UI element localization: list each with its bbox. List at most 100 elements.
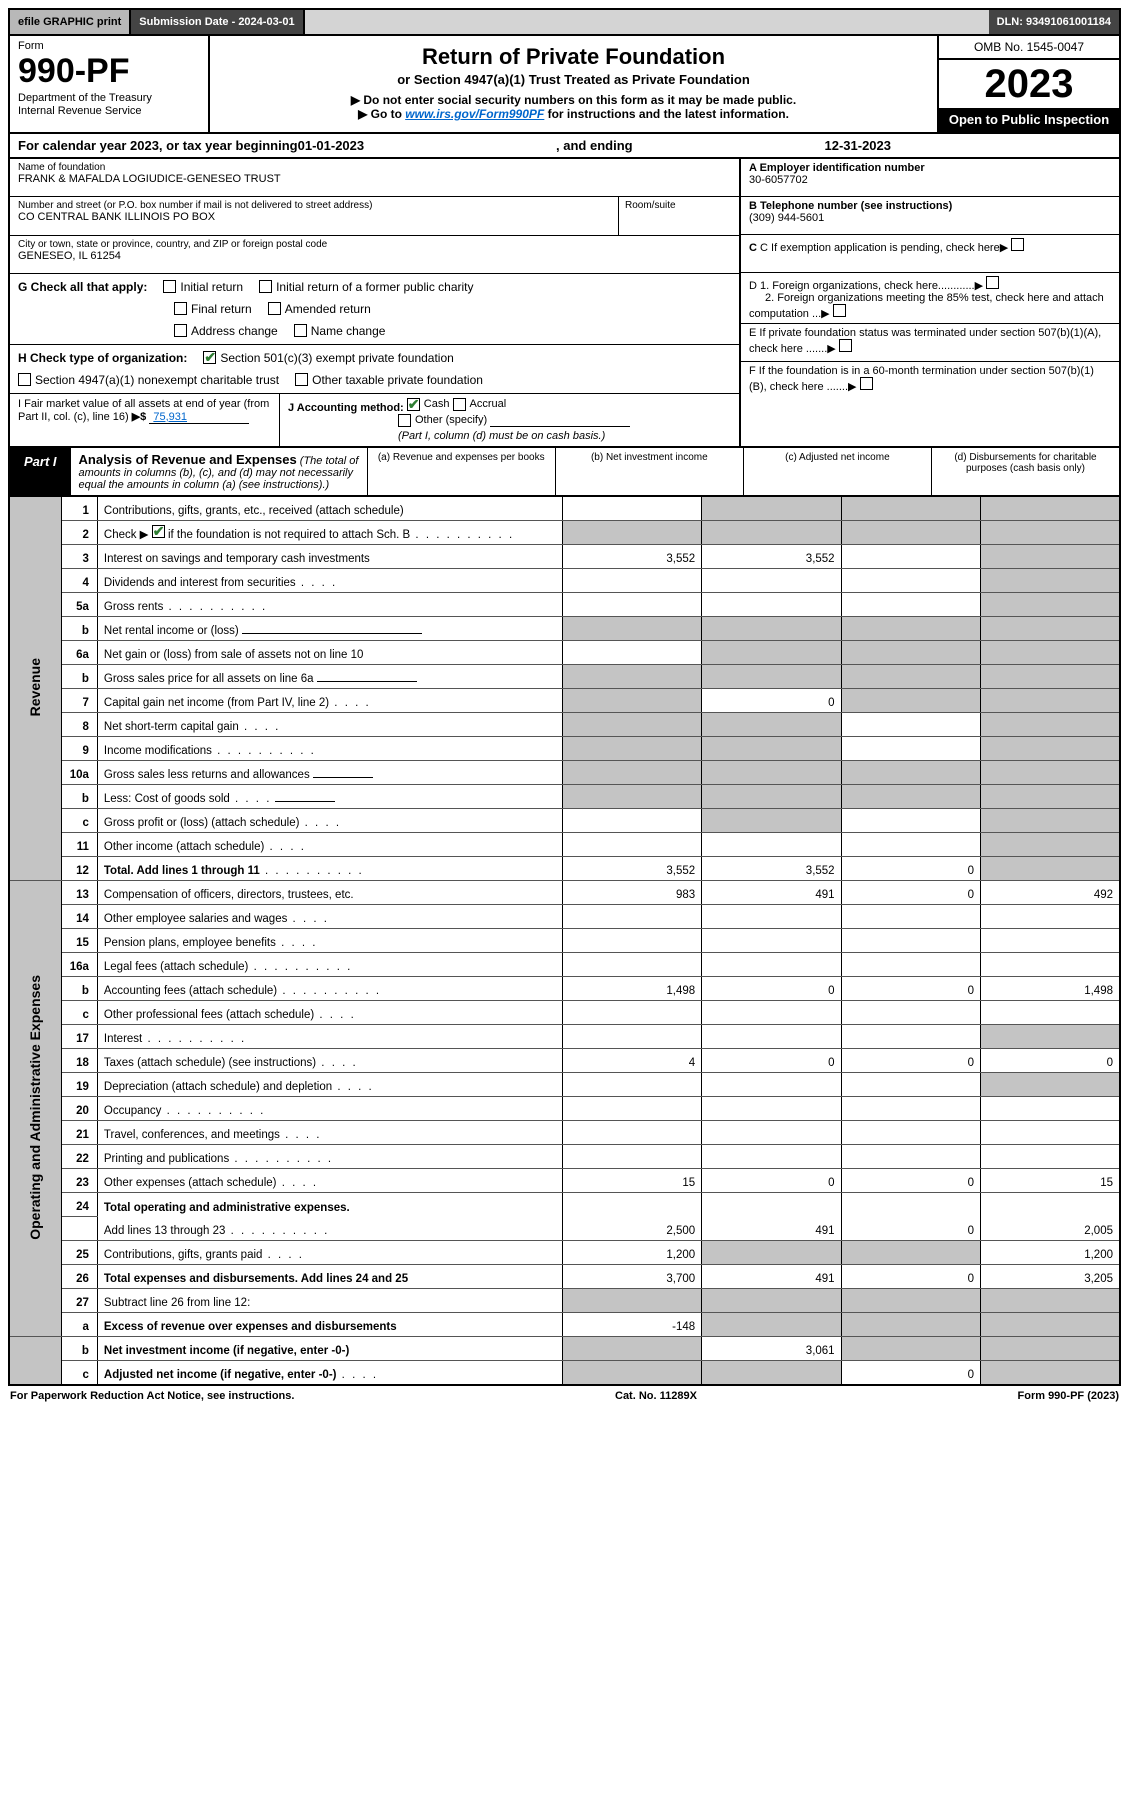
d2-checkbox[interactable] (833, 304, 846, 317)
e-cell: E If private foundation status was termi… (741, 324, 1119, 362)
j-cash[interactable]: Cash (407, 398, 450, 411)
part1-tab: Part I (10, 448, 71, 495)
row-22: 22Printing and publications (9, 1145, 1120, 1169)
g-initial-public[interactable]: Initial return of a former public charit… (259, 280, 473, 294)
row-27a: aExcess of revenue over expenses and dis… (9, 1313, 1120, 1337)
g-amended-return[interactable]: Amended return (268, 302, 371, 316)
calendar-year-row: For calendar year 2023, or tax year begi… (8, 134, 1121, 159)
c-checkbox[interactable] (1011, 238, 1024, 251)
h-4947a1[interactable]: Section 4947(a)(1) nonexempt charitable … (18, 373, 279, 387)
submission-date: Submission Date - 2024-03-01 (131, 10, 304, 34)
efile-label[interactable]: efile GRAPHIC print (10, 10, 131, 34)
d1-checkbox[interactable] (986, 276, 999, 289)
row-2: 2 Check ▶ if the foundation is not requi… (9, 521, 1120, 545)
j-cell: J Accounting method: Cash Accrual Other … (280, 394, 739, 446)
f-checkbox[interactable] (860, 377, 873, 390)
cal-mid: , and ending (364, 138, 824, 153)
col-c-header: (c) Adjusted net income (743, 448, 931, 495)
e-checkbox[interactable] (839, 339, 852, 352)
schb-checkbox[interactable] (152, 525, 165, 538)
ein-label: A Employer identification number (749, 162, 925, 174)
instr-1: ▶ Do not enter social security numbers o… (222, 93, 925, 107)
row-16c: cOther professional fees (attach schedul… (9, 1001, 1120, 1025)
g-final-return[interactable]: Final return (174, 302, 252, 316)
part1-table: Revenue 1Contributions, gifts, grants, e… (8, 497, 1121, 1386)
part1-desc: Analysis of Revenue and Expenses (The to… (71, 448, 367, 495)
row-23: 23Other expenses (attach schedule)150015 (9, 1169, 1120, 1193)
dln-label: DLN: 93491061001184 (989, 10, 1119, 34)
city-label: City or town, state or province, country… (18, 239, 731, 250)
foundation-name-cell: Name of foundation FRANK & MAFALDA LOGIU… (10, 159, 739, 197)
row-6a: 6aNet gain or (loss) from sale of assets… (9, 641, 1120, 665)
fmv-value: 75,931 (149, 411, 249, 424)
row-9: 9Income modifications (9, 737, 1120, 761)
omb-number: OMB No. 1545-0047 (939, 36, 1119, 60)
h-other-taxable[interactable]: Other taxable private foundation (295, 373, 483, 387)
row-10b: bLess: Cost of goods sold (9, 785, 1120, 809)
tax-year: 2023 (939, 60, 1119, 108)
phone-cell: B Telephone number (see instructions) (3… (741, 197, 1119, 235)
instr-2: ▶ Go to www.irs.gov/Form990PF for instru… (222, 107, 925, 121)
open-inspection: Open to Public Inspection (939, 108, 1119, 132)
j-accrual[interactable]: Accrual (453, 398, 507, 411)
instr2-post: for instructions and the latest informat… (548, 107, 789, 121)
row-21: 21Travel, conferences, and meetings (9, 1121, 1120, 1145)
header-center: Return of Private Foundation or Section … (210, 36, 939, 132)
row-20: 20Occupancy (9, 1097, 1120, 1121)
page-footer: For Paperwork Reduction Act Notice, see … (8, 1386, 1121, 1402)
cal-begin: 01-01-2023 (298, 138, 365, 153)
g-name-change[interactable]: Name change (294, 324, 386, 338)
h-label: H Check type of organization: (18, 351, 187, 365)
foundation-name: FRANK & MAFALDA LOGIUDICE-GENESEO TRUST (18, 173, 731, 185)
form-subtitle: or Section 4947(a)(1) Trust Treated as P… (222, 72, 925, 87)
ein-cell: A Employer identification number 30-6057… (741, 159, 1119, 197)
row-27c: cAdjusted net income (if negative, enter… (9, 1361, 1120, 1385)
g-address-change[interactable]: Address change (174, 324, 278, 338)
row-26: 26Total expenses and disbursements. Add … (9, 1265, 1120, 1289)
d-cell: D 1. Foreign organizations, check here..… (741, 273, 1119, 324)
city-cell: City or town, state or province, country… (10, 236, 739, 274)
room-label: Room/suite (625, 200, 676, 211)
addr-label: Number and street (or P.O. box number if… (18, 200, 610, 211)
phone-label: B Telephone number (see instructions) (749, 200, 952, 212)
row-3: 3Interest on savings and temporary cash … (9, 545, 1120, 569)
row-5a: 5aGross rents (9, 593, 1120, 617)
footer-left: For Paperwork Reduction Act Notice, see … (10, 1390, 294, 1402)
row-11: 11Other income (attach schedule) (9, 833, 1120, 857)
col-b-header: (b) Net investment income (555, 448, 743, 495)
cal-pre: For calendar year 2023, or tax year begi… (18, 138, 298, 153)
j-other[interactable]: Other (specify) (398, 414, 487, 427)
row-27: 27Subtract line 26 from line 12: (9, 1289, 1120, 1313)
top-spacer (305, 10, 989, 34)
col-a-header: (a) Revenue and expenses per books (367, 448, 555, 495)
j-note: (Part I, column (d) must be on cash basi… (398, 430, 605, 442)
cal-end: 12-31-2023 (825, 138, 892, 153)
row-7: 7Capital gain net income (from Part IV, … (9, 689, 1120, 713)
header-right: OMB No. 1545-0047 2023 Open to Public In… (939, 36, 1119, 132)
col-d-header: (d) Disbursements for charitable purpose… (931, 448, 1119, 495)
f-cell: F If the foundation is in a 60-month ter… (741, 362, 1119, 400)
header-left: Form 990-PF Department of the Treasury I… (10, 36, 210, 132)
e-label: E If private foundation status was termi… (749, 327, 1101, 355)
footer-right: Form 990-PF (2023) (1018, 1390, 1120, 1402)
row-27b: bNet investment income (if negative, ent… (9, 1337, 1120, 1361)
form-label: Form (18, 40, 200, 52)
address-cell: Number and street (or P.O. box number if… (10, 197, 619, 235)
j-label: J Accounting method: (288, 402, 404, 414)
row-25: 25Contributions, gifts, grants paid1,200… (9, 1241, 1120, 1265)
c-cell: C C If exemption application is pending,… (741, 235, 1119, 273)
foundation-city: GENESEO, IL 61254 (18, 250, 731, 262)
form-title: Return of Private Foundation (222, 44, 925, 70)
instr2-pre: ▶ Go to (358, 107, 405, 121)
instructions-link[interactable]: www.irs.gov/Form990PF (405, 107, 544, 121)
g-row: G Check all that apply: Initial return I… (10, 274, 739, 345)
h-row: H Check type of organization: Section 50… (10, 345, 739, 394)
phone-value: (309) 944-5601 (749, 212, 824, 224)
h-501c3[interactable]: Section 501(c)(3) exempt private foundat… (203, 351, 453, 365)
row-8: 8Net short-term capital gain (9, 713, 1120, 737)
row-6b: bGross sales price for all assets on lin… (9, 665, 1120, 689)
name-label: Name of foundation (18, 162, 731, 173)
row-10a: 10aGross sales less returns and allowanc… (9, 761, 1120, 785)
footer-mid: Cat. No. 11289X (615, 1390, 697, 1402)
g-initial-return[interactable]: Initial return (163, 280, 243, 294)
